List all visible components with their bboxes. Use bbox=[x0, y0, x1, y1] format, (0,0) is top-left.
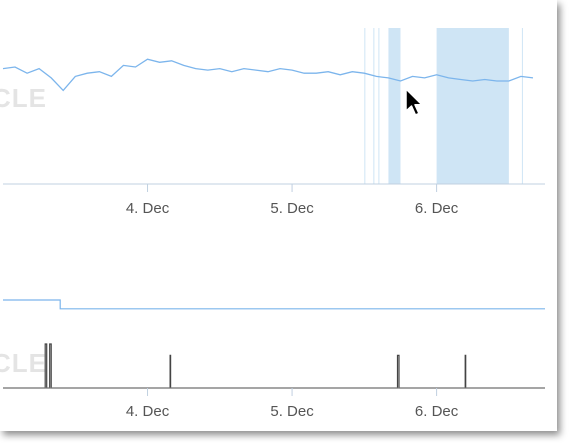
highlight-band bbox=[378, 28, 380, 184]
x-tick-label: 5. Dec bbox=[270, 200, 314, 217]
x-tick-label: 6. Dec bbox=[415, 200, 459, 217]
highlight-band bbox=[364, 28, 366, 184]
x-tick-label: 4. Dec bbox=[126, 403, 170, 420]
highlight-band bbox=[373, 28, 375, 184]
watermark-text: CLE bbox=[0, 348, 47, 378]
series-line bbox=[3, 299, 545, 310]
watermark-text: CLE bbox=[0, 83, 47, 113]
mouse-cursor-icon bbox=[405, 88, 423, 116]
x-tick-label: 5. Dec bbox=[270, 403, 314, 420]
highlight-band bbox=[436, 28, 509, 184]
highlight-band bbox=[521, 28, 523, 184]
highlight-band bbox=[388, 28, 401, 184]
bottom-step-chart[interactable]: CLE 4. Dec 5. Dec 6. Dec bbox=[0, 0, 557, 431]
top-line-chart[interactable]: CLE 4. Dec 5. Dec 6. Dec bbox=[0, 0, 557, 230]
x-tick-label: 6. Dec bbox=[415, 403, 459, 420]
series-line bbox=[3, 343, 545, 389]
chart-window: CLE 4. Dec 5. Dec 6. Dec CLE 4. Dec 5. Dec 6. … bbox=[0, 0, 557, 431]
series-line bbox=[2, 58, 534, 92]
x-tick-label: 4. Dec bbox=[126, 200, 170, 217]
